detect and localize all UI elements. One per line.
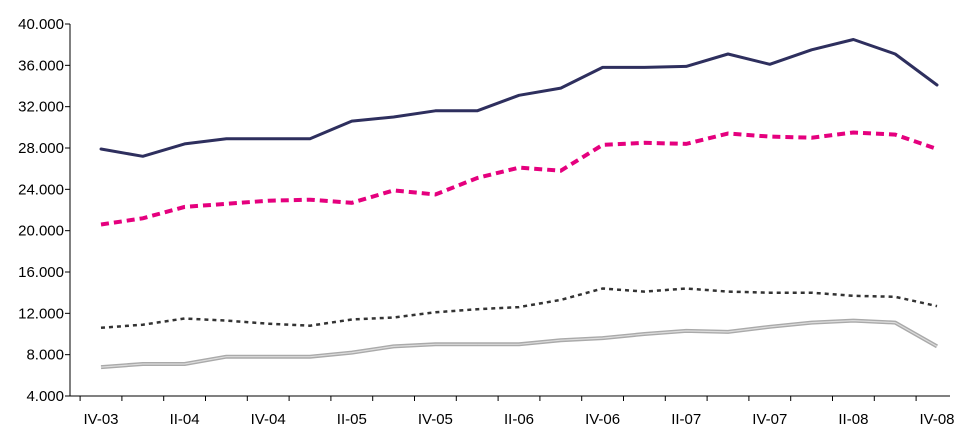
y-tick-label: 28.000 xyxy=(18,140,64,157)
x-tick-label: II-06 xyxy=(504,411,534,428)
x-tick-label: II-05 xyxy=(337,411,367,428)
y-tick-label: 32.000 xyxy=(18,99,64,116)
x-tick-label: IV-06 xyxy=(585,411,620,428)
y-axis: 4.000 8.000 12.000 16.000 20.000 24.000 28.000… xyxy=(18,16,71,405)
x-axis: IV-03 II-04 IV-04 II-05 IV-05 II-06 IV-06 II-07… xyxy=(70,395,955,428)
series-group xyxy=(99,38,939,370)
y-tick-label: 36.000 xyxy=(18,57,64,74)
y-tick-label: 20.000 xyxy=(18,223,64,240)
x-tick-label: IV-07 xyxy=(752,411,787,428)
x-tick-label: II-07 xyxy=(671,411,701,428)
x-tick-label: II-04 xyxy=(170,411,200,428)
y-tick-label: 4.000 xyxy=(26,388,64,405)
x-tick-label: IV-08 xyxy=(919,411,954,428)
x-tick-label: IV-04 xyxy=(251,411,286,428)
y-tick-label: 16.000 xyxy=(18,264,64,281)
y-tick-label: 12.000 xyxy=(18,305,64,322)
y-tick-label: 8.000 xyxy=(26,347,64,364)
x-tick-label: IV-03 xyxy=(83,411,118,428)
series-line-2 xyxy=(100,130,938,227)
series-line-4-inner xyxy=(100,320,938,368)
x-tick-label: II-08 xyxy=(838,411,868,428)
y-tick-label: 24.000 xyxy=(18,181,64,198)
y-tick-label: 40.000 xyxy=(18,16,64,33)
x-tick-label: IV-05 xyxy=(418,411,453,428)
